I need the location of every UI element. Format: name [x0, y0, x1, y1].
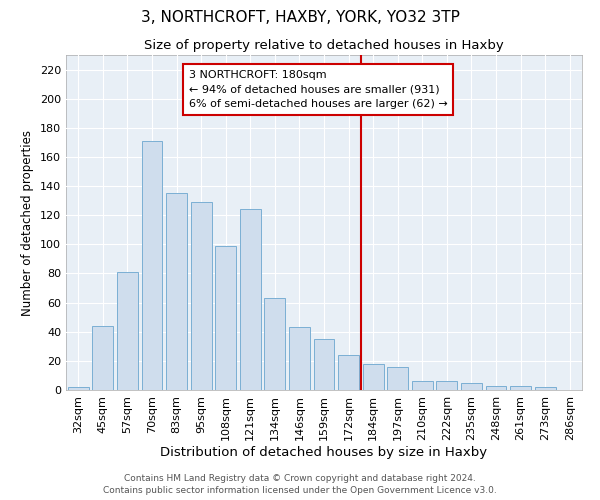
Bar [314, 339, 334, 390]
Bar [265, 298, 286, 390]
Bar [485, 386, 506, 390]
Bar [510, 386, 531, 390]
Bar [387, 366, 408, 390]
X-axis label: Distribution of detached houses by size in Haxby: Distribution of detached houses by size … [160, 446, 488, 458]
Bar [338, 355, 359, 390]
Text: 3 NORTHCROFT: 180sqm
← 94% of detached houses are smaller (931)
6% of semi-detac: 3 NORTHCROFT: 180sqm ← 94% of detached h… [189, 70, 448, 109]
Bar [117, 272, 138, 390]
Bar [289, 328, 310, 390]
Y-axis label: Number of detached properties: Number of detached properties [22, 130, 34, 316]
Bar [362, 364, 383, 390]
Bar [191, 202, 212, 390]
Bar [68, 387, 89, 390]
Bar [436, 382, 457, 390]
Text: Contains HM Land Registry data © Crown copyright and database right 2024.
Contai: Contains HM Land Registry data © Crown c… [103, 474, 497, 495]
Bar [142, 141, 163, 390]
Text: 3, NORTHCROFT, HAXBY, YORK, YO32 3TP: 3, NORTHCROFT, HAXBY, YORK, YO32 3TP [140, 10, 460, 25]
Bar [535, 387, 556, 390]
Bar [461, 382, 482, 390]
Bar [166, 194, 187, 390]
Bar [412, 382, 433, 390]
Title: Size of property relative to detached houses in Haxby: Size of property relative to detached ho… [144, 40, 504, 52]
Bar [240, 210, 261, 390]
Bar [215, 246, 236, 390]
Bar [92, 326, 113, 390]
